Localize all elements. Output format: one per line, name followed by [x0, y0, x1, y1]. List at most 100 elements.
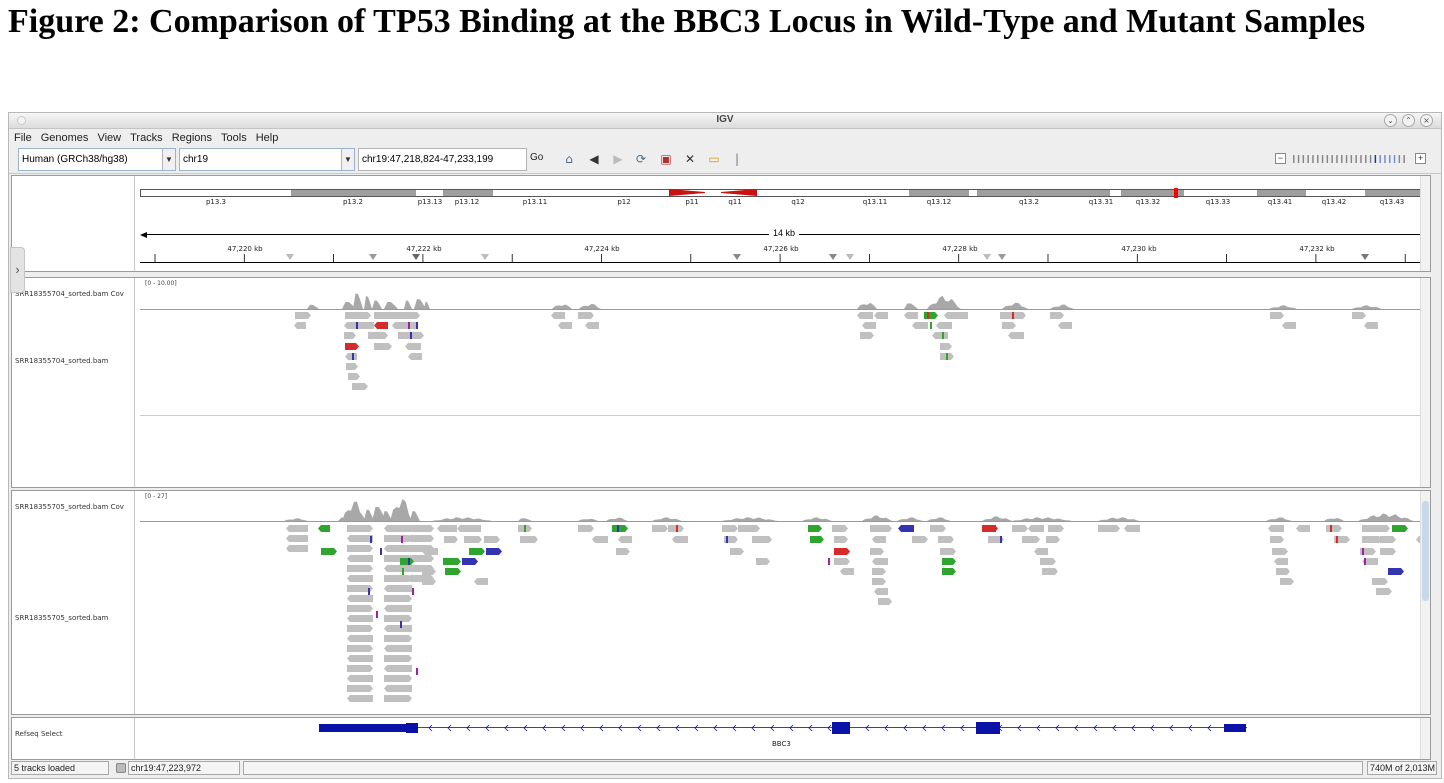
zoom-tick[interactable]	[1326, 155, 1329, 163]
refseq-track-name[interactable]: Refseq Select	[15, 730, 63, 738]
close-button[interactable]: ×	[1420, 114, 1433, 127]
band-label: q13.11	[862, 198, 888, 206]
zoom-tick[interactable]	[1379, 155, 1381, 163]
mismatch-base	[1012, 312, 1014, 319]
zoom-tick[interactable]	[1302, 155, 1305, 163]
band-label: q13.42	[1321, 198, 1347, 206]
popup-info-icon[interactable]: ▭	[708, 152, 720, 166]
strand-arrow-icon	[1055, 724, 1060, 732]
home-icon[interactable]: ⌂	[565, 152, 573, 166]
strand-arrow-icon	[713, 724, 718, 732]
menu-regions[interactable]: Regions	[171, 132, 213, 144]
mut-alignment-track-name[interactable]: SRR18355705_sorted.bam	[15, 614, 109, 622]
zoom-out-button[interactable]: −	[1275, 153, 1286, 164]
strand-arrow-icon	[884, 724, 889, 732]
zoom-tick[interactable]	[1374, 155, 1377, 163]
aligned-read	[347, 665, 373, 672]
menu-genomes[interactable]: Genomes	[40, 132, 89, 144]
zoom-tick[interactable]	[1321, 155, 1324, 163]
zoom-widget[interactable]: − +	[1275, 153, 1427, 167]
chevron-down-icon[interactable]: ▼	[162, 149, 175, 170]
zoom-tick[interactable]	[1336, 155, 1338, 163]
resize-icon[interactable]: ✕	[684, 152, 696, 166]
zoom-tick[interactable]	[1297, 155, 1300, 163]
menu-help[interactable]: Help	[255, 132, 279, 144]
refresh-icon[interactable]: ⟳	[635, 152, 647, 166]
chromosome-dropdown[interactable]: chr19 ▼	[179, 148, 355, 171]
menu-tracks[interactable]: Tracks	[130, 132, 163, 144]
scroll-thumb[interactable]	[1422, 501, 1429, 601]
zoom-tick[interactable]	[1331, 155, 1333, 163]
chevron-right-icon[interactable]: ›	[10, 247, 25, 293]
zoom-in-button[interactable]: +	[1415, 153, 1426, 164]
wt-data-range: [0 - 10.00]	[145, 280, 177, 287]
band-label: q13.43	[1379, 198, 1405, 206]
roi-icon[interactable]: ▣	[660, 152, 672, 166]
zoom-tick[interactable]	[1293, 155, 1295, 163]
menu-file[interactable]: File	[14, 132, 32, 144]
go-button[interactable]: Go	[530, 152, 544, 163]
strand-arrow-icon	[523, 724, 528, 732]
zoom-tick[interactable]	[1341, 155, 1343, 163]
minimize-button[interactable]: ⌄	[1384, 114, 1397, 127]
mismatch-base	[617, 525, 619, 532]
aligned-read	[390, 312, 420, 319]
refseq-scrollbar[interactable]	[1420, 718, 1430, 759]
mismatch-base	[401, 536, 403, 543]
zoom-slider[interactable]	[1291, 153, 1409, 165]
mut-data-range: [0 - 27]	[145, 493, 168, 500]
igv-window: IGV ⌄ ⌃ × File Genomes View Tracks Regio…	[8, 112, 1442, 779]
mismatch-base	[356, 322, 358, 329]
mut-reads-canvas[interactable]	[12, 491, 1422, 714]
peak-marker-icon	[286, 254, 294, 260]
aligned-read	[484, 536, 500, 543]
mut-scrollbar[interactable]	[1420, 491, 1430, 714]
zoom-tick[interactable]	[1350, 155, 1353, 163]
zoom-tick[interactable]	[1312, 155, 1314, 163]
zoom-tick[interactable]	[1393, 155, 1396, 163]
band-label: p11	[685, 198, 699, 206]
aligned-read	[592, 536, 608, 543]
zoom-tick[interactable]	[1403, 155, 1405, 163]
wt-scrollbar[interactable]	[1420, 278, 1430, 487]
zoom-tick[interactable]	[1384, 155, 1386, 163]
zoom-tick[interactable]	[1365, 155, 1367, 163]
forward-icon[interactable]: ▶	[613, 152, 623, 166]
strand-arrow-icon	[1017, 724, 1022, 732]
message-status	[243, 761, 1363, 775]
aligned-read	[834, 558, 850, 565]
wt-coverage-track-name[interactable]: SRR18355704_sorted.bam Cov	[15, 290, 124, 298]
bbc3-gene-model[interactable]	[12, 718, 1422, 738]
aligned-read	[347, 605, 373, 612]
genome-dropdown[interactable]: Human (GRCh38/hg38) ▼	[18, 148, 176, 171]
header-scrollbar[interactable]	[1420, 176, 1430, 271]
gene-exon	[832, 722, 850, 734]
aligned-read	[437, 525, 457, 532]
maximize-button[interactable]: ⌃	[1402, 114, 1415, 127]
window-menu-icon[interactable]	[17, 116, 26, 125]
back-icon[interactable]: ◀	[589, 152, 599, 166]
coverage-peak	[927, 295, 961, 309]
menu-tools[interactable]: Tools	[221, 132, 247, 144]
zoom-tick[interactable]	[1369, 155, 1372, 163]
span-label: 14 kb	[769, 228, 800, 238]
chromosome-ideogram[interactable]	[140, 188, 1427, 198]
zoom-tick[interactable]	[1360, 155, 1362, 163]
coverage-peak	[579, 303, 601, 309]
menu-view[interactable]: View	[97, 132, 122, 144]
zoom-tick[interactable]	[1355, 155, 1357, 163]
zoom-tick[interactable]	[1345, 155, 1348, 163]
zoom-tick[interactable]	[1317, 155, 1319, 163]
strand-arrow-icon	[960, 724, 965, 732]
aligned-read	[944, 312, 968, 319]
mut-coverage-track-name[interactable]: SRR18355705_sorted.bam Cov	[15, 503, 124, 511]
locus-input[interactable]: chr19:47,218,824-47,233,199	[358, 148, 527, 171]
wt-reads-canvas[interactable]	[12, 278, 1432, 415]
chevron-down-icon[interactable]: ▼	[341, 149, 354, 170]
wt-alignment-track-name[interactable]: SRR18355704_sorted.bam	[15, 357, 109, 365]
zoom-tick[interactable]	[1398, 155, 1401, 163]
zoom-tick[interactable]	[1307, 155, 1309, 163]
genome-value: Human (GRCh38/hg38)	[22, 154, 128, 165]
zoom-tick[interactable]	[1389, 155, 1391, 163]
strand-arrow-icon	[941, 724, 946, 732]
